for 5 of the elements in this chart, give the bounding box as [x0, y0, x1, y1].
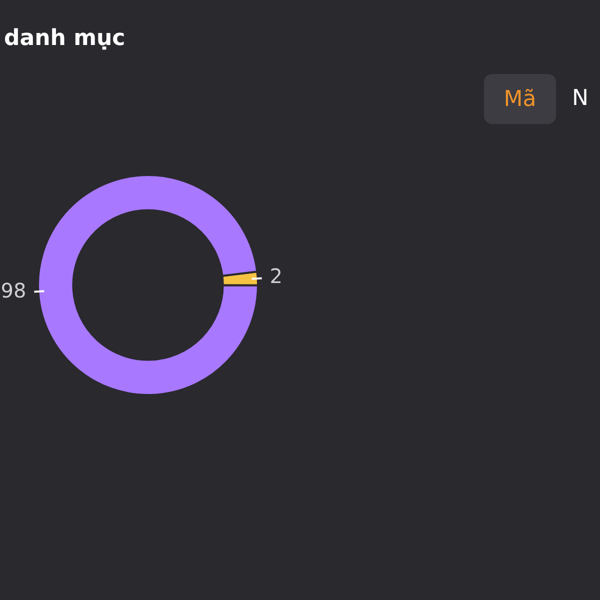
text: N: [572, 86, 588, 111]
data-label: 2: [270, 264, 283, 288]
data-label: 98: [0, 278, 26, 302]
chart-title: danh mục: [4, 26, 126, 51]
text: Mã: [484, 74, 556, 124]
